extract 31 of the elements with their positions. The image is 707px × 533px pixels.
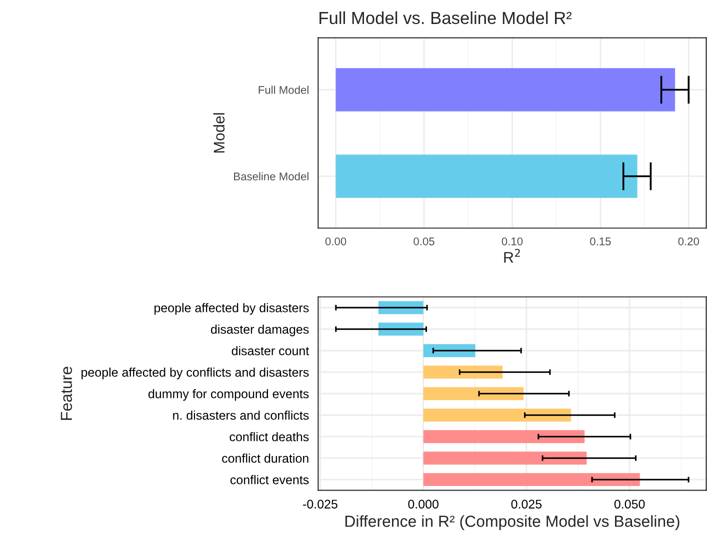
x-tick-label: 0.15 [590,237,611,246]
y-tick-label: disaster count [232,346,310,356]
x-tick-label: 0.000 [408,500,438,509]
bar [423,430,585,444]
y-axis-title: Feature [60,366,72,420]
bar [423,366,503,379]
x-tick-label: 0.00 [325,237,346,246]
y-tick-label: disaster damages [210,324,309,336]
x-axis-title: Difference in R² (Composite Model vs Baseline) [345,515,680,530]
x-tick-label: 0.10 [502,237,523,246]
bar [423,408,571,422]
bar [423,387,524,400]
y-tick-label: conflict events [230,475,309,484]
y-tick-label: Baseline Model [234,172,308,180]
bar [423,452,587,465]
x-axis-title: R$^{2}$ [504,248,520,263]
y-tick-label: conflict deaths [230,432,309,442]
bar [423,473,640,486]
x-tick-label: 0.050 [614,500,645,509]
y-tick-label: conflict duration [222,454,308,463]
y-tick-label: people affected by disasters [154,303,309,315]
chart-title: Full Model vs. Baseline Model R² [320,11,572,24]
y-axis-title: Model [213,113,225,153]
y-tick-label: Full Model [258,86,308,94]
y-tick-label: dummy for compound events [148,389,309,401]
x-tick-label: -0.025 [303,500,338,509]
x-tick-label: 0.025 [511,500,542,509]
y-tick-label: people affected by conflicts and disasters [82,368,309,380]
x-tick-label: 0.05 [414,237,434,246]
x-tick-label: 0.20 [678,237,700,246]
y-tick-label: n. disasters and conflicts [173,410,309,420]
